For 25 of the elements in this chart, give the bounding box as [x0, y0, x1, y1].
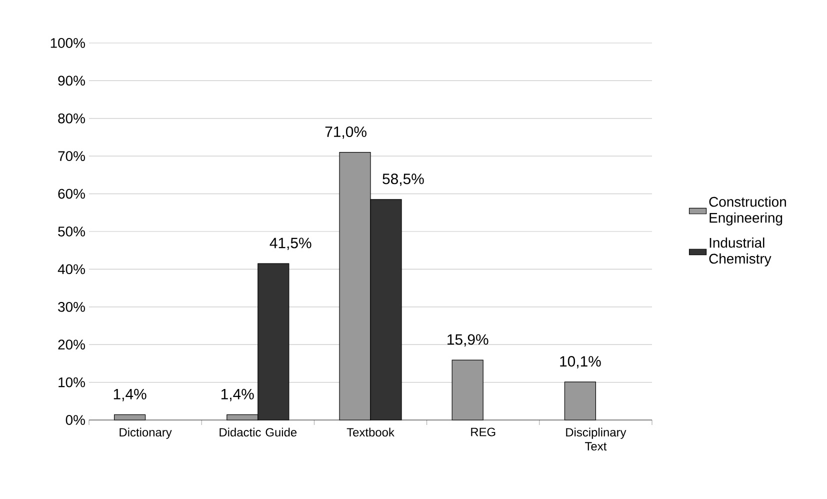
y-tick-label: 0%	[66, 415, 85, 425]
data-label: 1,4%	[114, 388, 146, 402]
y-tick-label: 60%	[58, 188, 85, 199]
x-tick-label: Didactic Guide	[220, 428, 297, 437]
x-tick-label: Textbook	[346, 428, 394, 437]
data-label: 10,1%	[560, 356, 601, 368]
legend-label: Industrial Chemistry	[709, 237, 772, 266]
y-tick-label: 50%	[58, 226, 85, 236]
x-tick-label: Disciplinary Text	[566, 428, 626, 450]
data-label: 58,5%	[382, 174, 424, 186]
y-tick-label: 10%	[58, 377, 85, 388]
y-tick-label: 20%	[58, 340, 85, 350]
data-label: 41,5%	[270, 238, 312, 250]
y-tick-label: 80%	[58, 113, 85, 124]
y-tick-label: 70%	[58, 151, 85, 162]
x-tick-label: REG	[471, 428, 496, 436]
x-tick-label: Dictionary	[120, 428, 172, 439]
data-label: 1,4%	[221, 388, 254, 402]
y-tick-label: 100%	[50, 38, 85, 48]
y-tick-label: 30%	[58, 302, 85, 312]
data-label: 15,9%	[448, 334, 488, 347]
data-label: 71,0%	[325, 126, 366, 139]
y-tick-label: 90%	[58, 76, 85, 86]
y-tick-label: 40%	[58, 264, 85, 274]
legend-label: Construction Engineering	[709, 196, 786, 226]
